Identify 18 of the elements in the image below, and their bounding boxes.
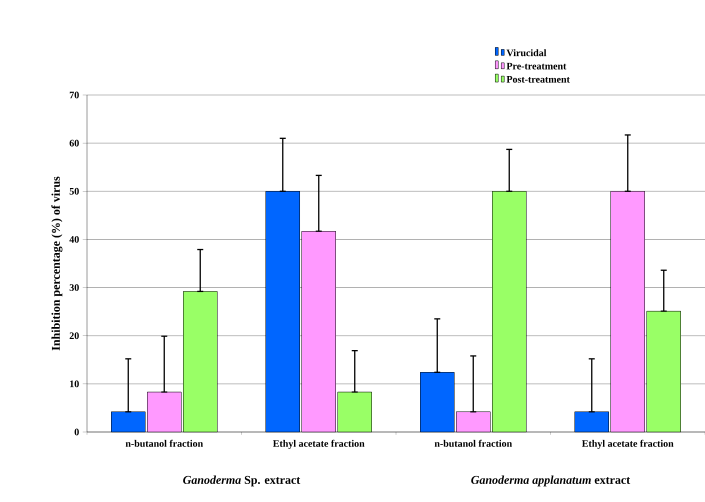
text: Ganoderma Sp. extract: [183, 476, 300, 486]
y-tick-label: 10: [70, 380, 79, 388]
y-tick-label: 0: [74, 428, 79, 436]
legend-label: Pre-treatment: [506, 62, 566, 70]
y-tick-label: 50: [70, 188, 79, 195]
y-tick-label: 70: [70, 92, 79, 98]
x-tick-label: Ethyl acetate fraction: [582, 440, 674, 449]
legend-label: Post-treatment: [506, 76, 570, 83]
y-axis-title: Inhibition percentage (%) of virus: [51, 176, 62, 350]
x-tick-label: n-butanol fraction: [126, 440, 203, 447]
y-tick-label: 30: [70, 284, 79, 291]
y-tick-label: 20: [70, 332, 79, 340]
x-tick-label: Ethyl acetate fraction: [273, 440, 365, 449]
x-tick-label: n-butanol fraction: [434, 440, 512, 447]
legend-label: Virucidal: [506, 49, 546, 56]
text: Ganoderma applanatum extract: [471, 476, 630, 486]
y-tick-label: 40: [69, 236, 79, 243]
y-tick-label: 60: [70, 140, 79, 146]
